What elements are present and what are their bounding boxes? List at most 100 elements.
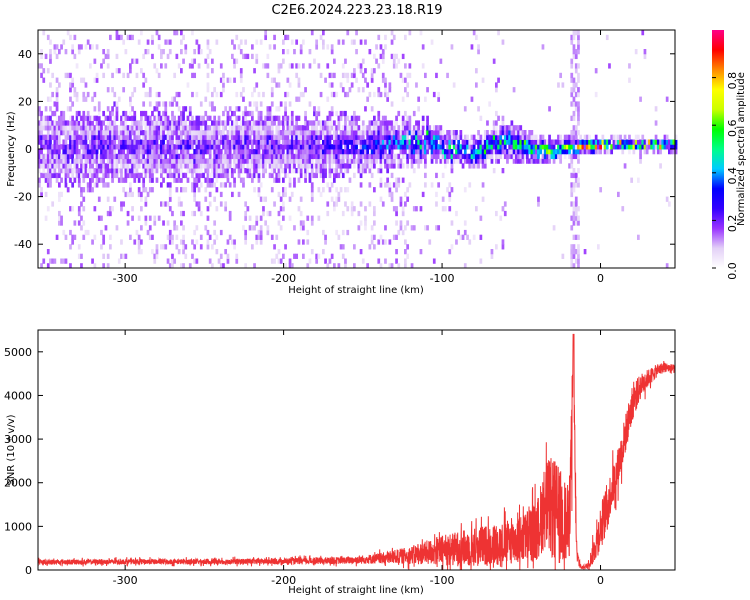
spectrogram-cell [399,139,403,145]
spectrogram-cell [180,153,183,160]
spectrogram-cell [164,153,168,160]
spectrogram-cell [330,196,334,202]
spectrogram-cell [361,87,365,93]
spectrogram-cell [231,191,234,198]
spectrogram-cell [364,206,367,212]
spectrogram-cell [80,158,83,164]
spectrogram-cell [637,234,640,240]
spectrogram-cell [299,130,303,136]
spectrogram-cell [206,144,210,150]
spectrogram-cell [339,144,343,150]
spectrogram-cell [348,158,352,164]
spectrogram-cell [246,172,250,179]
spectrogram-cell [222,182,225,188]
spectrogram-cell [215,125,219,131]
spectrogram-cell [60,177,63,183]
spectrogram-cell [503,210,507,217]
spectrogram-cell [73,234,77,240]
spectrogram-cell [346,144,350,150]
spectrogram-cell [330,82,334,88]
spectrogram-cell [195,153,199,160]
spectrogram-cell [191,153,194,160]
spectrogram-cell [412,144,416,150]
spectrogram-cell [373,163,376,169]
spectrogram-cell [630,139,634,145]
spectrogram-cell [455,158,458,164]
spectrogram-cell [86,130,90,136]
spectrogram-cell [350,153,354,160]
spectrogram-cell [495,87,498,93]
spectrogram-cell [415,149,418,155]
spectrogram-cell [164,39,168,45]
spectrogram-cell [623,163,627,169]
spectrogram-cell [337,115,341,121]
spectrogram-cell [308,149,312,155]
spectrogram-cell [259,125,263,131]
spectrogram-cell [364,225,367,231]
spectrogram-cell [293,139,296,145]
spectrogram-cell [77,125,81,131]
spectrogram-cell [100,215,103,221]
spectrogram-cell [446,187,449,193]
spectrogram-cell [95,168,99,174]
spectrogram-cell [581,144,585,150]
spectrogram-cell [297,144,301,150]
spectrogram-cell [264,115,268,121]
spectrogram-cell [46,96,50,102]
spectrogram-cell [419,249,423,255]
spectrogram-cell [404,239,407,245]
spectrogram-cell [308,63,312,69]
spectrogram-cell [290,163,294,169]
spectrogram-cell [188,168,192,174]
spectrogram-cell [184,172,188,179]
spectrogram-cell [137,163,141,169]
spectrogram-cell [117,158,121,164]
spectrogram-cell [344,139,347,145]
spectrogram-cell [268,139,272,145]
spectrogram-cell [288,168,292,174]
spectrogram-cell [463,149,467,155]
spectrogram-cell [512,87,516,93]
spectrogram-cell [129,63,132,69]
spectrogram-cell [188,153,192,160]
spectrogram-cell [406,253,410,259]
spectrogram-cell [162,168,165,174]
spectrogram-cell [495,144,498,150]
spectrogram-cell [375,144,378,150]
spectrogram-cell [58,139,61,145]
spectrogram-cell [293,253,296,259]
spectrogram-cell [69,125,72,131]
spectrogram-cell [415,130,418,136]
spectrogram-cell [148,163,152,169]
spectrogram-cell [286,163,290,169]
spectrogram-cell [450,139,454,145]
spectrogram-cell [140,139,143,145]
spectrogram-cell [543,153,547,160]
spectrogram-cell [532,158,536,164]
spectrogram-cell [515,130,518,136]
spectrogram-cell [219,263,223,269]
spectrogram-cell [246,125,250,131]
spectrogram-cell [144,168,148,174]
spectrogram-cell [430,158,434,164]
spectrogram-cell [75,149,79,155]
spectrogram-cell [164,158,168,164]
spectrogram-cell [60,115,63,121]
spectrogram-cell [62,258,66,264]
spectrogram-cell [226,168,230,174]
spectrogram-cell [62,139,66,145]
spectrogram-cell [73,130,77,136]
spectrogram-cell [570,101,574,107]
spectrogram-cell [199,115,203,121]
spectrogram-cell [151,125,154,131]
spectrogram-cell [129,144,132,150]
spectrogram-cell [237,163,241,169]
spectrogram-cell [501,39,505,45]
spectrogram-cell [106,130,110,136]
spectrogram-cell [89,44,92,50]
spectrogram-cell [62,130,66,136]
spectrogram-cell [435,134,438,140]
spectrogram-cell [286,77,290,83]
spectrogram-cell [40,63,43,69]
spectrogram-cell [82,125,86,131]
